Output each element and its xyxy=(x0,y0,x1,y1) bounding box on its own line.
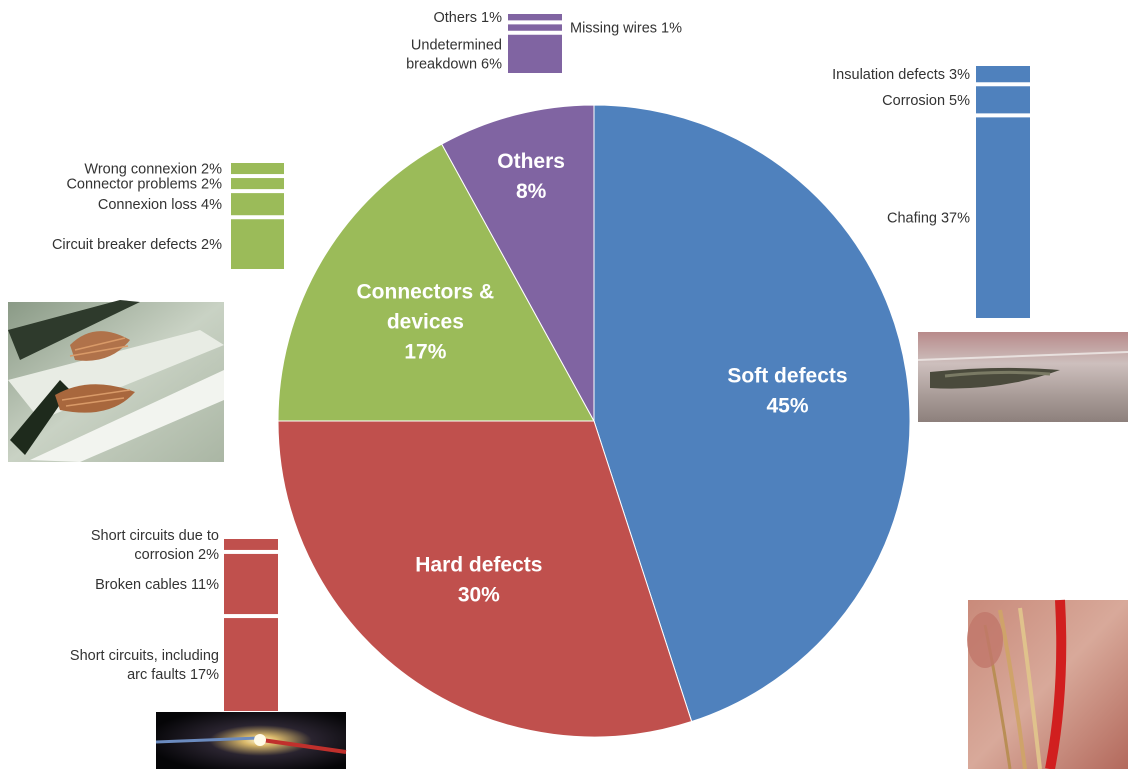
bar-label-hard-defects-broken-cables-11-0: Broken cables 11% xyxy=(95,577,219,593)
slice-label-hard-defects-0: Hard defects xyxy=(415,554,542,577)
slice-label-connectors-and-1: devices xyxy=(387,310,464,333)
bar-label-hard-defects-short-circuits-due-to-corrosion-2-0: Short circuits due to xyxy=(91,528,219,544)
bar-label-others-others-1-0: Others 1% xyxy=(434,10,503,26)
bar-segment-connectors-and-devices-circuit-breaker-defects-2 xyxy=(231,219,284,269)
bar-segment-soft-defects-chafing-37 xyxy=(976,117,1030,318)
pie-slice-others xyxy=(441,104,595,422)
bar-label-connectors-and-devices-connector-problems-2-0: Connector problems 2% xyxy=(66,177,222,193)
bar-segment-hard-defects-short-circuits-due-to-corrosion-2 xyxy=(224,539,278,550)
pie-slice-soft-defects xyxy=(593,104,911,723)
slice-label-soft-defects-0: Soft defects xyxy=(727,364,847,387)
bar-label-connectors-and-devices-connexion-loss-4-0: Connexion loss 4% xyxy=(98,197,222,213)
slice-label-hard-defects-1: 30% xyxy=(458,584,500,607)
bar-segment-connectors-and-devices-connector-problems-2 xyxy=(231,178,284,190)
bar-label-hard-defects-short-circuits-including-arc-faults-17-0: Short circuits, including xyxy=(70,648,219,664)
bar-label-others-undetermined-breakdown-6-0: Undetermined xyxy=(411,37,502,53)
pie-slice-hard-defects xyxy=(277,420,693,738)
bar-label-hard-defects-short-circuits-including-arc-faults-17-1: arc faults 17% xyxy=(127,667,219,683)
bar-label-hard-defects-short-circuits-due-to-corrosion-2-1: corrosion 2% xyxy=(134,547,219,563)
bar-label-connectors-and-devices-wrong-connexion-2-0: Wrong connexion 2% xyxy=(84,162,222,178)
bar-label-soft-defects-chafing-37-0: Chafing 37% xyxy=(887,211,970,227)
chafed-wires-photo xyxy=(8,300,224,462)
bar-segment-others-others-1 xyxy=(508,14,562,21)
bar-segment-hard-defects-broken-cables-11 xyxy=(224,553,278,615)
bar-label-connectors-and-devices-circuit-breaker-defects-2-0: Circuit breaker defects 2% xyxy=(52,237,222,253)
bar-label-others-missing-wires-1-0: Missing wires 1% xyxy=(570,21,682,37)
bar-segment-hard-defects-short-circuits-including-arc-faults-17 xyxy=(224,618,278,711)
bar-segment-soft-defects-insulation-defects-3 xyxy=(976,66,1030,83)
bar-label-others-undetermined-breakdown-6-1: breakdown 6% xyxy=(406,56,502,72)
burnt-insulation-photo xyxy=(917,332,1128,422)
bar-label-soft-defects-corrosion-5-0: Corrosion 5% xyxy=(882,93,970,109)
slice-label-soft-defects-1: 45% xyxy=(766,394,808,417)
slice-label-others-1: 8% xyxy=(516,180,547,203)
slice-label-connectors-and-2: 17% xyxy=(404,340,446,363)
bar-segment-connectors-and-devices-wrong-connexion-2 xyxy=(231,163,284,175)
slice-label-connectors-and-0: Connectors & xyxy=(357,280,495,303)
bar-label-soft-defects-insulation-defects-3-0: Insulation defects 3% xyxy=(832,67,970,83)
bar-segment-soft-defects-corrosion-5 xyxy=(976,86,1030,114)
arc-fault-photo xyxy=(155,712,347,769)
bar-segment-others-undetermined-breakdown-6 xyxy=(508,34,562,73)
slice-label-others-0: Others xyxy=(497,150,565,173)
damaged-cables-photo xyxy=(967,599,1128,769)
bar-segment-connectors-and-devices-connexion-loss-4 xyxy=(231,193,284,216)
bar-segment-others-missing-wires-1 xyxy=(508,24,562,31)
pie-slice-connectors-and xyxy=(277,143,595,422)
